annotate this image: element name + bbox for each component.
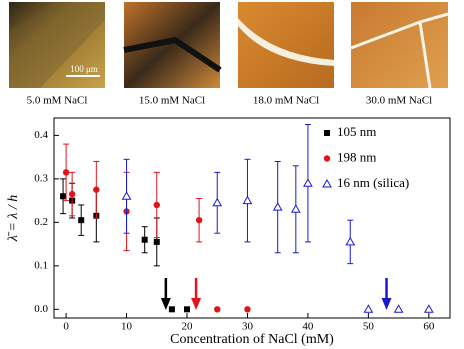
arrow [160, 278, 171, 310]
point [212, 197, 223, 207]
point [141, 236, 148, 243]
micrograph [351, 2, 448, 88]
legend-marker [322, 178, 332, 188]
point [242, 195, 253, 205]
x-tick-label: 60 [423, 321, 435, 333]
y-tick-label: 0.3 [34, 172, 48, 184]
point [153, 201, 160, 209]
x-tick-label: 20 [182, 321, 194, 333]
arrow-head [381, 298, 392, 310]
y-tick-label: 0.1 [34, 259, 48, 271]
point [60, 193, 67, 200]
point [303, 178, 313, 187]
arrow [381, 278, 392, 310]
legend-label: 16 nm (silica) [337, 175, 409, 190]
y-tick-label: 0.0 [34, 303, 48, 315]
legend-marker [323, 155, 331, 162]
panel-caption: 5.0 mM NaCl [27, 95, 88, 107]
point [214, 306, 221, 313]
panel-caption: 15.0 mM NaCl [139, 95, 205, 107]
legend-label: 105 nm [337, 124, 376, 139]
point [423, 304, 434, 313]
point [184, 306, 191, 313]
x-tick-label: 30 [242, 321, 254, 333]
x-tick-label: 40 [302, 321, 314, 333]
y-tick-label: 0.2 [34, 216, 48, 228]
legend-marker [324, 130, 330, 136]
point [68, 190, 76, 198]
point [363, 304, 374, 313]
point [393, 304, 404, 313]
y-axis-label: λ̄ = λ / h [6, 195, 21, 242]
panel-caption: 18.0 mM NaCl [253, 95, 319, 107]
legend-label: 198 nm [337, 149, 376, 164]
y-tick-label: 0.4 [34, 129, 48, 141]
micrograph [238, 2, 334, 88]
point [168, 306, 175, 313]
x-tick-label: 10 [121, 321, 133, 333]
scale-bar-label: 100 μm [70, 64, 98, 74]
point [78, 217, 85, 224]
x-axis-label: Concentration of NaCl (mM) [170, 332, 334, 347]
point [195, 216, 203, 224]
x-tick-label: 50 [363, 321, 375, 333]
micrographs: 100 μm [9, 2, 449, 89]
micrograph [9, 2, 105, 88]
plot-frame [53, 117, 451, 319]
arrow-head [191, 298, 202, 310]
point [272, 202, 283, 211]
point [62, 169, 70, 176]
point [153, 238, 160, 245]
point [93, 186, 100, 193]
arrow [191, 278, 202, 310]
point [290, 204, 301, 213]
x-tick-label: 0 [63, 321, 69, 333]
panel-caption: 30.0 mM NaCl [366, 95, 432, 107]
point [121, 191, 132, 200]
arrow-head [160, 298, 171, 310]
point [244, 306, 251, 313]
point [345, 236, 356, 246]
